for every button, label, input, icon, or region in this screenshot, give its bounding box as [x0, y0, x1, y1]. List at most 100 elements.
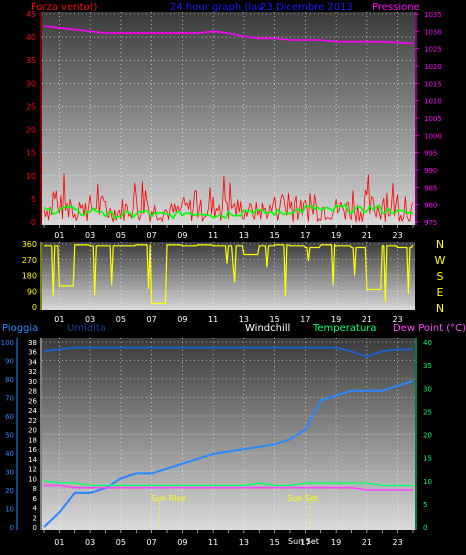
ytick-mid-p3: 14	[28, 456, 37, 464]
compass-label: N	[436, 238, 444, 251]
ytick-left-p2: 180	[22, 272, 37, 281]
ytick-mid-p3: 12	[28, 466, 37, 474]
xtick-p3: 05	[116, 538, 126, 547]
ytick-mid-p3: 8	[33, 485, 37, 493]
ytick-mid-p3: 34	[28, 358, 37, 366]
xtick-p1: 23	[393, 231, 403, 240]
ytick-mid-p3: 4	[33, 505, 38, 513]
ytick-mid-p3: 16	[28, 446, 37, 454]
xtick-p3: 23	[393, 538, 403, 547]
xtick-p1: 03	[85, 231, 95, 240]
ytick-right-p1: 985	[424, 184, 437, 192]
ytick-left-p1: 20	[26, 126, 36, 135]
ytick-mid-p3: 20	[28, 427, 37, 435]
label-dewpoint: Dew Point (°C)	[393, 323, 466, 334]
wind-average-series	[43, 203, 414, 220]
ytick-mid-p3: 6	[33, 495, 38, 503]
center-title: 24 hour graph (lav	[170, 2, 263, 13]
ytick-right-p1: 1000	[424, 132, 442, 140]
ytick-left-p3: 60	[5, 413, 14, 421]
marks	[43, 25, 414, 530]
ytick-left-p1: 5	[31, 195, 36, 204]
sun-rise-label: Sun Rise	[151, 494, 186, 503]
ytick-left-p1: 45	[26, 10, 36, 19]
temperature-series	[43, 480, 413, 487]
ytick-right-p1: 1020	[424, 63, 442, 71]
ytick-left-p3: 70	[5, 395, 14, 403]
label-windchill: Windchill	[245, 323, 290, 334]
ytick-left-p2: 90	[27, 287, 37, 296]
ytick-right-p1: 975	[424, 219, 437, 227]
ytick-right-p3: 20	[423, 432, 432, 440]
wind-series	[43, 172, 414, 223]
xtick-p2: 15	[270, 315, 280, 324]
compass-label: W	[435, 254, 446, 267]
xtick-p3: 15	[270, 538, 280, 547]
ytick-left-p1: 30	[26, 79, 36, 88]
ytick-right-p1: 1025	[424, 46, 442, 54]
ytick-left-p1: 15	[26, 149, 36, 158]
xtick-p1: 15	[270, 231, 280, 240]
ytick-left-p1: 0	[31, 218, 36, 227]
ytick-right-p1: 1015	[424, 80, 442, 88]
ytick-right-p3: 40	[423, 339, 432, 347]
label-rain: Pioggia	[2, 323, 38, 334]
xtick-p1: 05	[116, 231, 126, 240]
ytick-mid-p3: 26	[28, 397, 37, 405]
ytick-right-p1: 1005	[424, 115, 442, 123]
date-title: 23 Dicembre 2013	[260, 2, 353, 13]
ytick-left-p3: 50	[5, 432, 14, 440]
xtick-p1: 01	[54, 231, 64, 240]
ytick-right-p1: 1030	[424, 28, 442, 36]
ytick-mid-p3: 22	[28, 417, 37, 425]
compass-label: S	[437, 270, 444, 283]
ytick-left-p3: 20	[5, 487, 14, 495]
ytick-left-p1: 40	[26, 33, 36, 42]
compass-label: E	[437, 286, 444, 299]
direction-series	[44, 244, 414, 305]
ytick-right-p1: 990	[424, 167, 437, 175]
ytick-left-p1: 35	[26, 56, 36, 65]
ytick-left-p2: 360	[22, 240, 37, 249]
xtick-p2: 03	[85, 315, 95, 324]
xtick-p3: 13	[239, 538, 249, 547]
xtick-p2: 23	[393, 315, 403, 324]
ytick-right-p3: 30	[423, 385, 432, 393]
xtick-p2: 01	[54, 315, 64, 324]
xtick-p2: 07	[147, 315, 157, 324]
humidity-series	[43, 346, 413, 358]
ytick-right-p3: 10	[423, 478, 432, 486]
label-temperature: Temperatura	[312, 323, 377, 334]
ytick-mid-p3: 38	[28, 339, 37, 347]
label-humidity: Umidita	[67, 323, 106, 334]
ticks: 0101010303030505050707070909091111111313…	[1, 10, 446, 547]
ytick-left-p2: 0	[32, 303, 37, 312]
xtick-p1: 09	[177, 231, 187, 240]
xtick-p3: 01	[54, 538, 64, 547]
ytick-left-p3: 0	[10, 524, 14, 532]
xtick-p3: 11	[208, 538, 218, 547]
xtick-p1: 11	[208, 231, 218, 240]
ytick-left-p1: 10	[26, 172, 36, 181]
xtick-p3: 07	[147, 538, 157, 547]
xtick-p2: 21	[362, 315, 372, 324]
compass-label: N	[436, 302, 444, 315]
pressure-title: Pressione	[372, 2, 420, 13]
ytick-right-p3: 25	[423, 408, 432, 416]
ytick-mid-p3: 18	[28, 436, 37, 444]
ytick-left-p3: 100	[1, 339, 14, 347]
xtick-p1: 07	[147, 231, 157, 240]
ytick-mid-p3: 36	[28, 349, 37, 357]
ytick-right-p1: 980	[424, 202, 437, 210]
ytick-left-p3: 80	[5, 376, 14, 384]
xtick-p2: 19	[331, 315, 341, 324]
ytick-left-p1: 25	[26, 102, 36, 111]
ytick-left-p2: 270	[22, 256, 37, 265]
ytick-mid-p3: 2	[33, 514, 37, 522]
xtick-p2: 05	[116, 315, 126, 324]
ytick-mid-p3: 10	[28, 475, 37, 483]
dewpoint-series	[44, 484, 413, 491]
xtick-p2: 13	[239, 315, 249, 324]
ytick-left-p3: 40	[5, 450, 14, 458]
